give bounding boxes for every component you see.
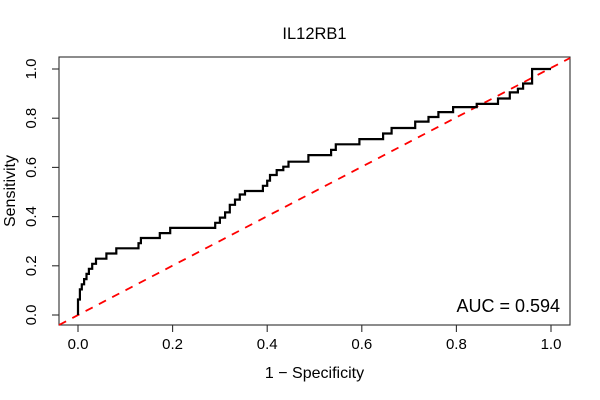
x-tick-label: 0.0 [68,336,89,353]
roc-curve-line [76,67,551,315]
y-axis-label: Sensitivity [2,155,19,227]
y-axis-ticks: 0.0 0.2 0.4 0.6 0.8 1.0 [23,59,59,326]
y-tick-label: 0.8 [23,108,40,129]
x-tick-label: 0.4 [257,336,278,353]
y-tick-label: 1.0 [23,59,40,80]
x-axis-ticks: 0.0 0.2 0.4 0.6 0.8 1.0 [68,325,562,353]
x-axis-label: 1 − Specificity [265,365,364,382]
x-tick-label: 0.8 [446,336,467,353]
auc-annotation: AUC = 0.594 [456,296,560,316]
x-tick-label: 1.0 [541,336,562,353]
plot-frame [58,56,571,326]
y-tick-label: 0.2 [23,255,40,276]
chance-diagonal-line [58,57,571,326]
y-tick-label: 0.0 [23,305,40,326]
x-tick-label: 0.2 [162,336,183,353]
y-tick-label: 0.6 [23,157,40,178]
y-tick-label: 0.4 [23,206,40,227]
x-tick-label: 0.6 [351,336,372,353]
chart-title: IL12RB1 [282,25,346,43]
